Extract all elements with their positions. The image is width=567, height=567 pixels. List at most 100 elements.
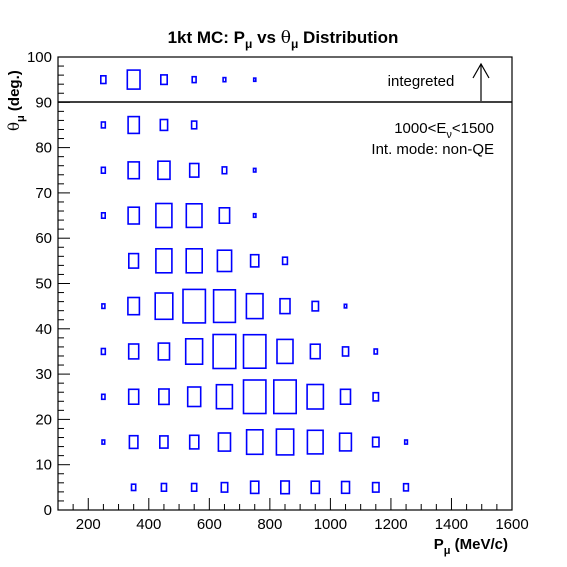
x-tick-label: 1200 [374,516,407,533]
y-tick-label: 100 [27,49,52,66]
data-box [343,303,348,309]
data-box [221,166,228,175]
data-box [130,483,137,492]
data-box [403,439,409,445]
data-box [160,482,168,492]
data-box [160,74,169,86]
data-box [185,203,203,229]
data-box [339,388,352,405]
data-box [128,252,140,269]
data-box [309,343,321,360]
data-box [154,292,174,321]
integrated-label: integreted [388,73,455,90]
data-box [373,348,379,355]
data-box [249,480,260,495]
data-box [279,480,291,495]
data-box [276,338,294,365]
y-axis-title: θμ (deg.) [5,70,27,131]
data-box [245,292,264,320]
data-box [157,160,171,181]
x-tick-label: 1000 [314,516,347,533]
data-box [272,379,297,415]
data-box [127,161,141,180]
data-box [275,428,295,456]
data-boxes [100,69,410,495]
up-arrow-icon [472,62,490,101]
data-box [371,436,380,448]
y-tick-label: 40 [35,321,52,338]
y-tick-label: 0 [44,502,52,519]
data-box [100,166,107,175]
x-axis-title: Pμ (MeV/c) [434,536,508,557]
data-box [252,167,257,173]
data-box [338,432,353,452]
data-box [310,480,321,495]
x-tick-label: 400 [136,516,161,533]
data-box [402,482,410,492]
y-tick-label: 30 [35,366,52,383]
data-box [281,256,289,266]
data-box [100,75,107,85]
data-box [190,482,198,492]
data-box [128,434,139,450]
data-box [100,393,106,401]
data-box [252,212,257,219]
data-box [242,333,267,370]
data-box [371,481,380,493]
data-box [127,388,140,405]
interaction-mode-label: Int. mode: non-QE [371,141,494,158]
data-box [158,388,170,406]
data-box [217,432,232,452]
data-box [245,428,264,456]
data-box [155,248,173,274]
y-tick-label: 50 [35,276,52,293]
data-box [100,347,107,356]
axis-ticks: 200 400 600 800 1000 1200 1400 1600 0 10 20 30 40 50 6… [27,49,529,533]
data-box [222,76,227,83]
data-box [185,248,203,274]
data-box [155,202,173,229]
data-box [279,297,291,315]
data-box [341,346,350,357]
y-tick-label: 80 [35,140,52,157]
data-box [372,391,380,402]
data-box [252,77,257,83]
x-tick-label: 200 [76,516,101,533]
data-box [311,300,320,312]
chart-title: 1kt MC: Pμ vs θμ Distribution [168,28,399,51]
energy-range-label: 1000<Eν<1500 [394,120,494,141]
data-box [191,75,197,84]
data-box [212,333,237,370]
y-tick-label: 70 [35,185,52,202]
x-tick-label: 1600 [495,516,528,533]
data-box [100,121,107,129]
data-box [127,296,141,316]
data-box [215,383,234,410]
x-tick-label: 600 [197,516,222,533]
data-box [127,206,141,225]
y-tick-label: 20 [35,411,52,428]
x-tick-label: 800 [257,516,282,533]
data-box [186,386,202,408]
data-box [212,288,237,324]
data-box [220,481,229,493]
data-box [218,207,231,225]
data-box [306,383,325,410]
data-box [159,118,169,132]
data-box [190,120,198,130]
data-box [159,435,169,449]
data-box [188,434,200,450]
data-box [157,342,171,361]
data-box [249,253,260,268]
data-box [306,429,324,455]
y-tick-label: 60 [35,230,52,247]
data-box [127,115,141,135]
data-box [182,288,207,324]
data-box [127,343,140,360]
data-box [101,303,106,310]
data-box [100,212,106,220]
data-box [340,480,351,495]
y-tick-label: 10 [35,457,52,474]
data-box [184,337,204,365]
